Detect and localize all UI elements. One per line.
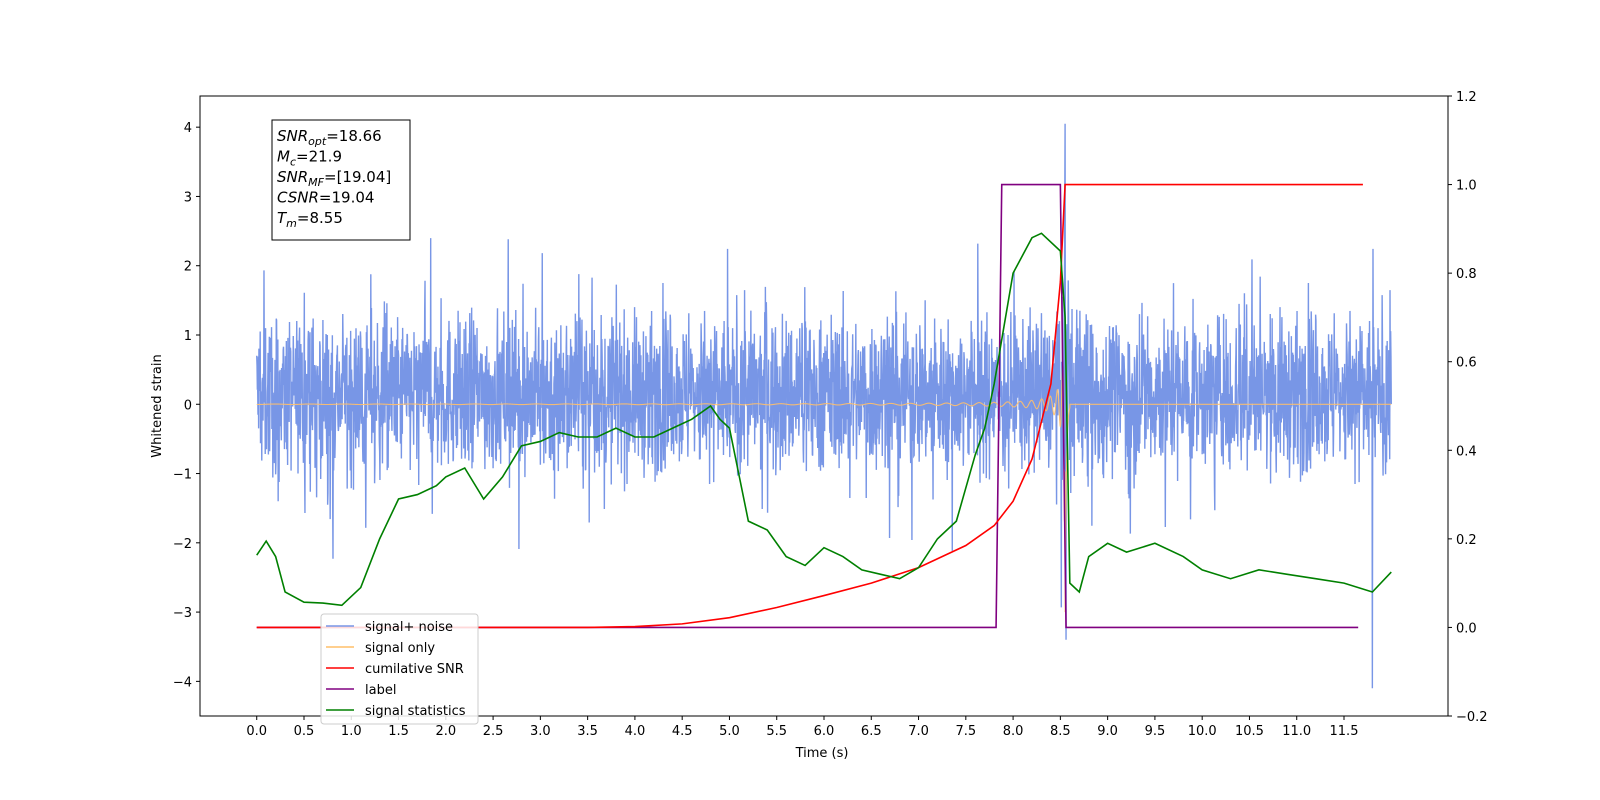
y-axis-right: −0.2 0.0 0.2 0.4 0.6 0.8 1.0 1.2	[1448, 90, 1488, 725]
annotation-line: Mc=21.9	[277, 148, 342, 169]
x-axis: 0.0 0.5 1.0 1.5 2.0 2.5 3.0 3.5 4.0 4.5 5.0 5.5 6.0 6…	[246, 716, 1358, 739]
legend-label: cumilative SNR	[365, 662, 464, 677]
y-axis-left: −4 −3 −2 −1 0 1 2 3 4	[173, 121, 200, 690]
y-axis-label: Whitened strain	[150, 354, 165, 457]
y2-tick-label: 0.6	[1456, 356, 1477, 371]
legend-frame	[320, 613, 479, 725]
x-tick-label: 6.5	[861, 724, 882, 739]
annotation-line: Tm=8.55	[277, 209, 343, 230]
series-layer	[256, 123, 1392, 689]
y-tick-label: 2	[184, 260, 192, 275]
legend-label: signal statistics	[365, 704, 466, 719]
y-tick-label: −3	[173, 606, 192, 621]
x-tick-label: 0.0	[246, 724, 267, 739]
y2-tick-label: 1.0	[1456, 179, 1477, 194]
annotation-box: SNRopt=18.66Mc=21.9SNRMF=[19.04]CSNR=19.…	[271, 119, 411, 241]
x-tick-label: 11.5	[1330, 724, 1359, 739]
y2-tick-label: 0.8	[1456, 267, 1477, 282]
x-tick-label: 10.5	[1235, 724, 1264, 739]
x-tick-label: 1.0	[341, 724, 362, 739]
y-tick-label: 0	[184, 398, 192, 413]
legend-label: signal only	[365, 641, 435, 656]
y-tick-label: −2	[173, 537, 192, 552]
x-tick-label: 0.5	[294, 724, 315, 739]
annotation-line: SNRMF=[19.04]	[277, 168, 391, 189]
y2-tick-label: 1.2	[1456, 90, 1477, 105]
y2-tick-label: −0.2	[1456, 710, 1488, 725]
x-tick-label: 4.0	[625, 724, 646, 739]
series-signal-noise-line	[256, 123, 1392, 689]
y-tick-label: 1	[184, 329, 192, 344]
legend: signal+ noise signal only cumilative SNR la…	[320, 613, 479, 725]
x-tick-label: 10.0	[1188, 724, 1217, 739]
x-tick-label: 4.5	[672, 724, 693, 739]
y2-tick-label: 0.0	[1456, 621, 1477, 636]
series-signal-only-line	[256, 363, 1392, 613]
x-tick-label: 1.5	[388, 724, 409, 739]
x-tick-label: 2.5	[483, 724, 504, 739]
annotation-frame	[271, 119, 411, 241]
x-tick-label: 8.5	[1050, 724, 1071, 739]
x-tick-label: 5.0	[719, 724, 740, 739]
y-tick-label: −4	[173, 675, 192, 690]
x-tick-label: 9.0	[1097, 724, 1118, 739]
y-tick-label: 4	[184, 121, 192, 136]
y-tick-label: 3	[184, 190, 192, 205]
x-tick-label: 3.5	[577, 724, 598, 739]
x-tick-label: 8.0	[1003, 724, 1024, 739]
y2-tick-label: 0.4	[1456, 444, 1477, 459]
x-tick-label: 3.0	[530, 724, 551, 739]
legend-label: signal+ noise	[365, 620, 453, 635]
y2-tick-label: 0.2	[1456, 533, 1477, 548]
series-signal-statistics-line	[256, 232, 1392, 607]
annotation-line: CSNR=19.04	[277, 189, 374, 207]
annotation-line: SNRopt=18.66	[277, 127, 382, 148]
y-tick-label: −1	[173, 468, 192, 483]
series-label-line	[256, 183, 1359, 629]
x-tick-label: 6.0	[814, 724, 835, 739]
x-tick-label: 2.0	[435, 724, 456, 739]
x-tick-label: 9.5	[1145, 724, 1166, 739]
x-tick-label: 7.0	[908, 724, 929, 739]
x-axis-label: Time (s)	[795, 746, 849, 761]
x-tick-label: 5.5	[766, 724, 787, 739]
x-tick-label: 7.5	[955, 724, 976, 739]
legend-label: label	[365, 683, 396, 698]
x-tick-label: 11.0	[1282, 724, 1311, 739]
